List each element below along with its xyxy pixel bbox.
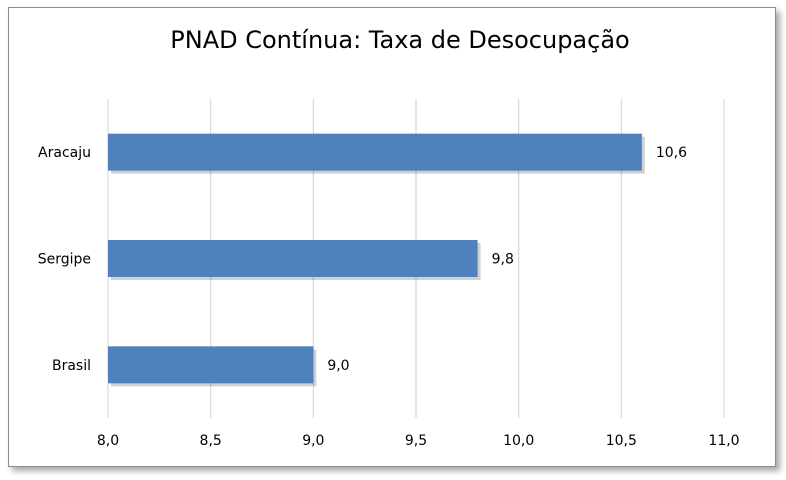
category-label: Sergipe <box>38 252 91 268</box>
x-tick-label: 8,5 <box>200 433 222 449</box>
bar-sergipe <box>108 240 478 277</box>
x-tick-label: 9,0 <box>302 433 324 449</box>
category-label: Brasil <box>52 358 91 374</box>
category-labels: Aracaju Sergipe Brasil <box>38 145 91 374</box>
bar-brasil <box>108 346 314 384</box>
chart-frame <box>8 7 776 467</box>
data-label: 9,8 <box>492 252 514 268</box>
chart-title: PNAD Contínua: Taxa de Desocupação <box>170 26 629 54</box>
x-tick-labels: 8,0 8,5 9,0 9,5 10,0 10,5 11,0 <box>97 433 740 449</box>
bars <box>108 133 645 387</box>
bar-aracaju <box>108 133 642 171</box>
data-labels: 10,6 9,8 9,0 <box>327 145 687 374</box>
x-tick-label: 10,5 <box>606 433 637 449</box>
x-tick-label: 10,0 <box>503 433 534 449</box>
x-tick-label: 8,0 <box>97 433 119 449</box>
data-label: 10,6 <box>656 145 687 161</box>
x-tick-label: 9,5 <box>405 433 427 449</box>
category-label: Aracaju <box>38 145 91 161</box>
x-tick-label: 11,0 <box>708 433 739 449</box>
data-label: 9,0 <box>327 358 349 374</box>
